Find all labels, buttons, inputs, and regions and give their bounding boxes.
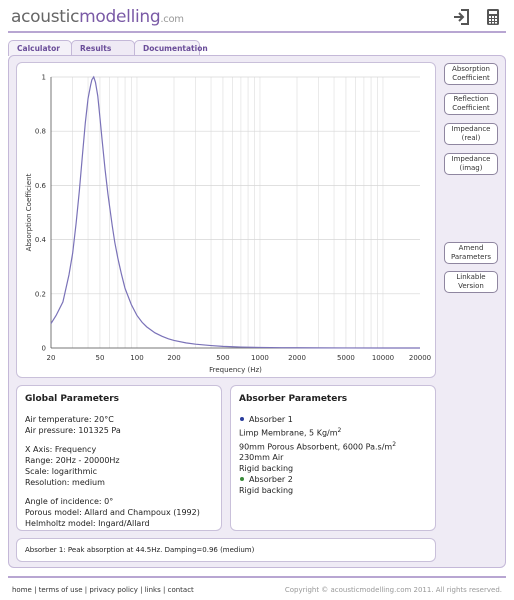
helmholtz-model: Helmholtz model: Ingard/Allard bbox=[25, 519, 150, 528]
scale-setting: Scale: logarithmic bbox=[25, 467, 97, 476]
button-line: Version bbox=[458, 282, 484, 290]
layer-text: Limp Membrane, 5 Kg/m bbox=[239, 428, 338, 438]
impedance-real-button[interactable]: Impedance (real) bbox=[444, 123, 498, 145]
button-line: Absorption bbox=[452, 65, 490, 73]
x-tick-label: 200 bbox=[167, 354, 180, 362]
button-line: Reflection bbox=[453, 95, 489, 103]
absorber-2-layer-1: Rigid backing bbox=[239, 486, 294, 496]
absorption-series-line bbox=[50, 75, 421, 349]
button-line: (imag) bbox=[459, 164, 483, 172]
absorber-1-layer-4: Rigid backing bbox=[239, 464, 294, 474]
impedance-imag-button[interactable]: Impedance (imag) bbox=[444, 153, 498, 175]
button-line: Parameters bbox=[450, 253, 492, 261]
air-pressure: Air pressure: 101325 Pa bbox=[25, 426, 121, 435]
button-line: Coefficient bbox=[452, 74, 490, 82]
header: acousticmodelling.com bbox=[0, 0, 514, 32]
absorber-parameters-box: Absorber Parameters Absorber 1 Limp Memb… bbox=[230, 385, 436, 531]
y-axis-label: Absorption Coefficient bbox=[25, 173, 33, 251]
range-setting: Range: 20Hz - 20000Hz bbox=[25, 456, 120, 465]
y-tick-label: 0 bbox=[42, 345, 46, 353]
x-tick-label: 1000 bbox=[251, 354, 269, 362]
tab-documentation[interactable]: Documentation bbox=[134, 40, 208, 56]
absorber-1-name: Absorber 1 bbox=[249, 415, 293, 424]
global-parameters-box: Global Parameters Air temperature: 20°C … bbox=[16, 385, 222, 531]
chart-container: 0 0.2 0.4 0.6 0.8 1 20 50 100 200 500 1000 2000 5000 1… bbox=[16, 62, 436, 378]
superscript: 2 bbox=[392, 440, 397, 448]
resolution-setting: Resolution: medium bbox=[25, 478, 105, 487]
calculator-icon[interactable] bbox=[484, 8, 502, 26]
absorption-chart: 0 0.2 0.4 0.6 0.8 1 20 50 100 200 500 1000 2000 5000 1… bbox=[25, 74, 431, 375]
button-line: Impedance bbox=[451, 155, 491, 163]
absorber-parameters-title: Absorber Parameters bbox=[239, 394, 348, 404]
footer-separator: | bbox=[140, 586, 143, 594]
x-tick-label: 100 bbox=[130, 354, 143, 362]
button-line: Linkable bbox=[456, 273, 486, 281]
x-tick-label: 20 bbox=[47, 354, 56, 362]
footer-link-links[interactable]: links bbox=[144, 586, 161, 594]
x-axis-label: Frequency (Hz) bbox=[209, 366, 262, 374]
x-tick-label: 20000 bbox=[409, 354, 431, 362]
amend-parameters-button[interactable]: Amend Parameters bbox=[444, 242, 498, 264]
y-tick-label: 0.6 bbox=[35, 182, 47, 190]
reflection-coefficient-button[interactable]: Reflection Coefficient bbox=[444, 93, 498, 115]
footer-separator: | bbox=[84, 586, 88, 594]
layer-text: 90mm Porous Absorbent, 6000 Pa.s/m bbox=[239, 442, 393, 452]
x-tick-label: 50 bbox=[95, 354, 104, 362]
login-icon[interactable] bbox=[452, 8, 470, 26]
logo-text-com: .com bbox=[160, 14, 184, 25]
absorber-1-heading: Absorber 1 bbox=[239, 414, 429, 425]
absorber-1-layer-2: 90mm Porous Absorbent, 6000 Pa.s/m2 bbox=[239, 439, 429, 453]
superscript: 2 bbox=[337, 427, 342, 434]
copyright: Copyright © acousticmodelling.com 2011. … bbox=[284, 586, 502, 594]
angle-of-incidence: Angle of incidence: 0° bbox=[25, 497, 114, 506]
tab-calculator[interactable]: Calculator bbox=[8, 40, 72, 56]
linkable-version-button[interactable]: Linkable Version bbox=[444, 271, 498, 293]
footer-separator: | bbox=[163, 586, 166, 594]
bullet-icon bbox=[240, 477, 244, 482]
site-logo[interactable]: acousticmodelling.com bbox=[11, 7, 184, 27]
global-parameters-title: Global Parameters bbox=[25, 394, 120, 404]
logo-text-acoustic: acoustic bbox=[11, 7, 80, 27]
footer-link-terms[interactable]: terms of use bbox=[38, 586, 83, 594]
status-box: Absorber 1: Peak absorption at 44.5Hz. D… bbox=[16, 538, 436, 562]
logo-text-modelling: modelling bbox=[79, 7, 161, 27]
footer-link-contact[interactable]: contact bbox=[167, 586, 194, 594]
header-divider bbox=[8, 31, 506, 33]
button-line: (real) bbox=[461, 134, 481, 142]
status-text: Absorber 1: Peak absorption at 44.5Hz. D… bbox=[25, 546, 255, 554]
x-axis-setting: X Axis: Frequency bbox=[25, 445, 97, 454]
footer-link-privacy[interactable]: privacy policy bbox=[89, 586, 138, 594]
absorber-1-layer-1: Limp Membrane, 5 Kg/m2 bbox=[239, 425, 429, 439]
footer-link-home[interactable]: home bbox=[12, 586, 32, 594]
footer-divider bbox=[8, 576, 506, 578]
porous-model: Porous model: Allard and Champoux (1992) bbox=[25, 508, 200, 517]
y-tick-label: 1 bbox=[42, 74, 46, 82]
absorber-2-heading: Absorber 2 bbox=[239, 474, 429, 485]
y-tick-label: 0.2 bbox=[35, 290, 46, 298]
air-temperature: Air temperature: 20°C bbox=[25, 415, 114, 424]
y-tick-label: 0.8 bbox=[35, 128, 46, 136]
footer-separator: | bbox=[34, 586, 37, 594]
absorber-1-layer-3: 230mm Air bbox=[239, 453, 284, 463]
absorption-coefficient-button[interactable]: Absorption Coefficient bbox=[444, 63, 498, 85]
absorber-2-name: Absorber 2 bbox=[249, 475, 293, 485]
x-tick-label: 10000 bbox=[372, 354, 394, 362]
button-line: Amend bbox=[458, 244, 484, 252]
bullet-icon bbox=[240, 417, 244, 421]
x-tick-label: 2000 bbox=[288, 354, 306, 362]
x-tick-label: 5000 bbox=[337, 354, 355, 362]
button-line: Coefficient bbox=[452, 104, 490, 112]
x-tick-label: 500 bbox=[216, 354, 229, 362]
button-line: Impedance bbox=[451, 125, 491, 133]
y-tick-label: 0.4 bbox=[35, 236, 47, 244]
footer-links: home | terms of use | privacy policy | l… bbox=[12, 586, 194, 594]
